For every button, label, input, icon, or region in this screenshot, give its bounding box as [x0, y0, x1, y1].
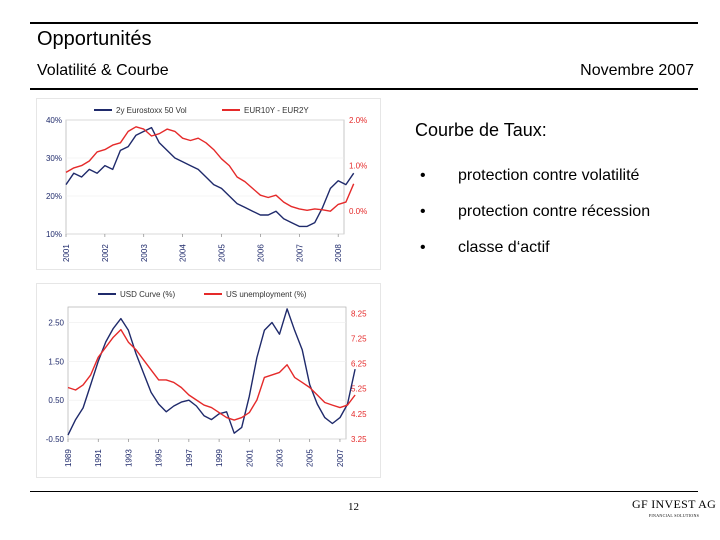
chart1-x-tick-label: 2001	[62, 244, 71, 262]
chart2-x-tick-label: 2007	[336, 449, 345, 467]
chart2-x-tick-label: 1993	[124, 449, 133, 467]
bullet-icon: •	[420, 203, 426, 220]
chart1-x-tick-label: 2004	[179, 244, 188, 262]
bullet-text: protection contre récession	[458, 203, 651, 220]
logo-text: GF INVEST AG	[632, 497, 717, 511]
chart2-x-tick-label: 1995	[155, 449, 164, 467]
bullet-text: classe d‘actif	[458, 239, 550, 256]
chart1-series-line-1	[65, 126, 355, 212]
page-date: Novembre 2007	[580, 62, 694, 79]
chart1-series-line-0	[65, 126, 355, 228]
chart1-x-tick-label: 2005	[218, 244, 227, 262]
chart2-right-tick-label: 7.25	[351, 334, 367, 343]
chart1-x-tick-label: 2006	[256, 244, 265, 262]
chart2-series-line-0	[67, 308, 356, 436]
header-bottom-rule	[30, 88, 698, 90]
chart1-x-tick-label: 2007	[295, 244, 304, 262]
header-top-rule	[30, 22, 698, 24]
chart2-x-tick-label: 2005	[306, 449, 315, 467]
footer-rule	[30, 491, 698, 492]
chart-usd-curve-svg: 2.50 1.50 0.50 -0.50 8.25 7.25 6.25 5.25 4.25 3.2…	[36, 283, 381, 478]
chart2-x-tick-label: 1997	[185, 449, 194, 467]
bullet-text: protection contre volatilité	[458, 167, 640, 184]
chart-volatility-svg: 40% 30% 20% 10% 2.0% 1.0% 0.0% 2001 2002 2003 2004…	[36, 98, 381, 270]
chart2-right-tick-label: 3.25	[351, 435, 367, 444]
bullet-item: • classe d‘actif	[420, 230, 650, 266]
chart2-x-tick-label: 1991	[94, 449, 103, 467]
chart1-left-tick-label: 10%	[46, 230, 62, 239]
chart2-right-tick-label: 6.25	[351, 360, 367, 369]
chart-volatility: 40% 30% 20% 10% 2.0% 1.0% 0.0% 2001 2002 2003 2004…	[36, 98, 381, 270]
chart1-left-tick-label: 30%	[46, 154, 62, 163]
company-logo: GF INVEST AG FINANCIAL SOLUTIONS	[632, 497, 716, 518]
chart1-right-tick-label: 0.0%	[349, 207, 367, 216]
page-subtitle: Volatilité & Courbe	[37, 62, 169, 79]
chart2-left-tick-label: 1.50	[48, 357, 64, 366]
chart2-x-tick-label: 1999	[215, 449, 224, 467]
chart1-right-tick-label: 1.0%	[349, 162, 367, 171]
logo-tagline: FINANCIAL SOLUTIONS	[648, 513, 700, 518]
chart2-right-tick-label: 4.25	[351, 410, 367, 419]
chart2-left-tick-label: 0.50	[48, 396, 64, 405]
chart1-left-tick-label: 40%	[46, 116, 62, 125]
bullet-list: • protection contre volatilité • protect…	[420, 158, 650, 266]
bullet-item: • protection contre volatilité	[420, 158, 650, 194]
chart2-right-tick-label: 5.25	[351, 385, 367, 394]
chart2-legend-label: USD Curve (%)	[120, 290, 175, 299]
chart1-x-tick-label: 2008	[334, 244, 343, 262]
chart2-x-tick-label: 1989	[64, 449, 73, 467]
bullet-icon: •	[420, 167, 426, 184]
chart2-left-tick-label: -0.50	[46, 435, 65, 444]
bullet-icon: •	[420, 239, 426, 256]
chart2-x-tick-label: 2003	[276, 449, 285, 467]
chart2-x-tick-label: 2001	[245, 449, 254, 467]
chart1-frame	[36, 98, 381, 270]
bullet-item: • protection contre récession	[420, 194, 650, 230]
chart1-right-tick-label: 2.0%	[349, 116, 367, 125]
chart2-right-tick-label: 8.25	[351, 309, 367, 318]
page-title: Opportunités	[37, 28, 152, 50]
chart1-legend-label: 2y Eurostoxx 50 Vol	[116, 106, 187, 115]
chart1-legend-label: EUR10Y - EUR2Y	[244, 106, 309, 115]
chart-usd-curve: 2.50 1.50 0.50 -0.50 8.25 7.25 6.25 5.25 4.25 3.2…	[36, 283, 381, 478]
chart2-series-line-1	[67, 328, 356, 421]
page-number: 12	[348, 501, 359, 513]
chart2-frame	[36, 283, 381, 478]
chart2-left-tick-label: 2.50	[48, 319, 64, 328]
chart1-x-tick-label: 2002	[101, 244, 110, 262]
section-title: Courbe de Taux:	[415, 120, 547, 140]
chart1-x-tick-label: 2003	[140, 244, 149, 262]
chart1-left-tick-label: 20%	[46, 192, 62, 201]
chart2-legend-label: US unemployment (%)	[226, 290, 307, 299]
